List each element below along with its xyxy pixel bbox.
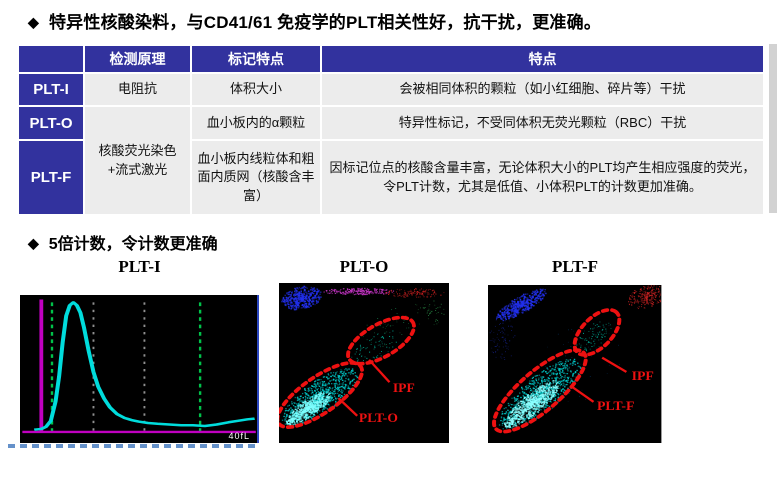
marker-cell-plt-o: 血小板内的α颗粒 <box>192 107 320 139</box>
svg-text:PLT-O: PLT-O <box>359 411 398 426</box>
x-axis-annotation: 40fL <box>228 431 250 441</box>
plt-histogram-curve <box>33 301 255 431</box>
plt-f-scattergram: IPF PLT-F <box>489 285 661 434</box>
scatter-panel-plt-f: IPF PLT-F <box>488 285 662 443</box>
subtitle-text: 5倍计数，令计数更准确 <box>48 236 218 253</box>
principle-cell-plt-i: 电阻抗 <box>85 74 190 105</box>
header-detection-principle: 检测原理 <box>85 46 190 72</box>
table-corner-cell <box>19 46 83 72</box>
subtitle-line: ◆ 5倍计数，令计数更准确 <box>28 230 218 254</box>
diamond-bullet-icon: ◆ <box>28 235 39 251</box>
row-label-plt-o: PLT-O <box>19 107 83 139</box>
page-title: 特异性核酸染料，与CD41/61 免疫学的PLT相关性好，抗干扰，更准确。 <box>48 13 602 32</box>
panel-title-plt-i: PLT-I <box>118 257 161 276</box>
header-marker-feature: 标记特点 <box>192 46 320 72</box>
row-label-plt-f: PLT-F <box>19 141 83 214</box>
header-feature: 特点 <box>322 46 763 72</box>
plt-o-scattergram: IPF PLT-O <box>279 285 445 429</box>
feature-cell-plt-i: 会被相同体积的颗粒（如小红细胞、碎片等）干扰 <box>322 74 763 105</box>
row-label-plt-i: PLT-I <box>19 74 83 105</box>
histogram-panel-plt-i: 40fL <box>20 295 259 443</box>
plt-comparison-table: 检测原理 标记特点 特点 PLT-I 电阻抗 体积大小 会被相同体积的颗粒（如小… <box>17 44 765 216</box>
principle-cell-merged: 核酸荧光染色+流式激光 <box>85 107 190 214</box>
scatter-panel-plt-o: IPF PLT-O <box>279 283 449 443</box>
panel-title-plt-o: PLT-O <box>339 257 389 276</box>
table-row-plt-o: PLT-O 核酸荧光染色+流式激光 血小板内的α颗粒 特异性标记，不受同体积无荧… <box>19 107 763 214</box>
feature-cell-plt-o: 特异性标记，不受同体积无荧光颗粒（RBC）干扰 <box>322 107 763 139</box>
diamond-bullet-icon: ◆ <box>28 14 39 30</box>
marker-cell-plt-i: 体积大小 <box>192 74 320 105</box>
clipped-text-remnant <box>8 444 258 448</box>
svg-text:IPF: IPF <box>393 380 415 395</box>
svg-text:IPF: IPF <box>632 368 654 382</box>
table-row-plt-i: PLT-I 电阻抗 体积大小 会被相同体积的颗粒（如小红细胞、碎片等）干扰 <box>19 74 763 105</box>
svg-text:PLT-F: PLT-F <box>597 398 634 412</box>
feature-cell-plt-f: 因标记位点的核酸含量丰富，无论体积大小的PLT均产生相应强度的荧光，令PLT计数… <box>322 141 763 214</box>
marker-cell-plt-f: 血小板内线粒体和粗面内质网（核酸含丰富） <box>192 141 320 214</box>
table-edge-shadow <box>769 44 777 213</box>
title-line: ◆ 特异性核酸染料，与CD41/61 免疫学的PLT相关性好，抗干扰，更准确。 <box>28 8 601 33</box>
panel-title-plt-f: PLT-F <box>552 257 598 276</box>
table-row-plt-f: PLT-F 血小板内线粒体和粗面内质网（核酸含丰富） 因标记位点的核酸含量丰富，… <box>19 141 763 214</box>
